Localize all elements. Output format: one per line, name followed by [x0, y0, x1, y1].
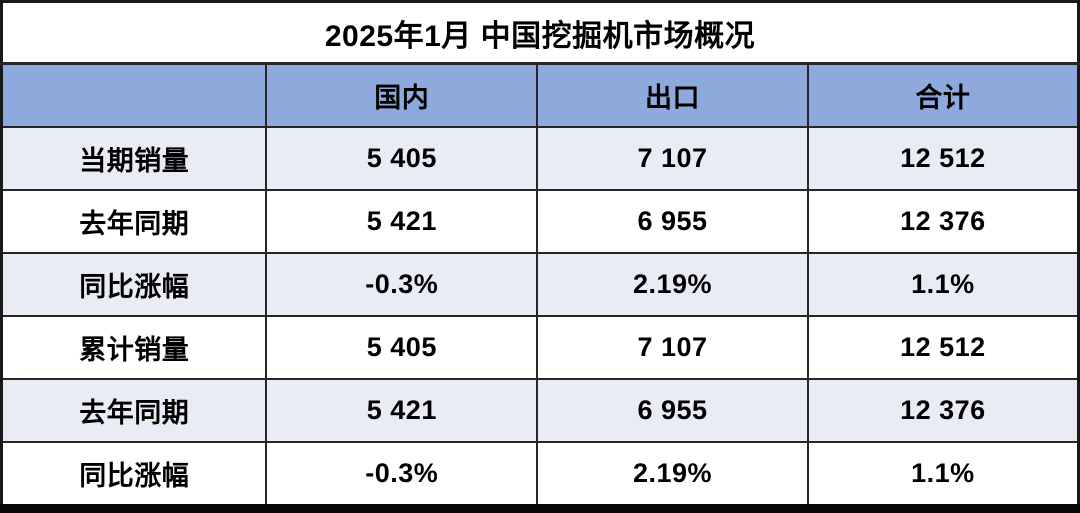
- table-row: 当期销量 5 405 7 107 12 512: [0, 126, 1080, 191]
- cell-domestic: 5 405: [265, 126, 539, 191]
- cell-export: 2.19%: [536, 441, 809, 510]
- header-cell-total: 合计: [806, 62, 1080, 128]
- table-row: 去年同期 5 421 6 955 12 376: [0, 378, 1080, 443]
- cell-export: 7 107: [536, 126, 809, 191]
- row-label: 当期销量: [0, 126, 268, 191]
- cell-export: 6 955: [536, 378, 809, 443]
- cell-domestic: -0.3%: [265, 252, 539, 317]
- table-title-row: 2025年1月 中国挖掘机市场概况: [1, 1, 1079, 65]
- cell-export: 2.19%: [536, 252, 809, 317]
- row-label: 累计销量: [0, 315, 268, 380]
- row-label: 去年同期: [0, 189, 268, 254]
- row-label: 同比涨幅: [0, 252, 268, 317]
- cell-total: 12 512: [806, 126, 1080, 191]
- table-row: 同比涨幅 -0.3% 2.19% 1.1%: [0, 441, 1080, 510]
- table-row: 去年同期 5 421 6 955 12 376: [0, 189, 1080, 254]
- cell-total: 1.1%: [806, 441, 1080, 510]
- cell-domestic: 5 421: [265, 189, 539, 254]
- row-label: 去年同期: [0, 378, 268, 443]
- header-cell-domestic: 国内: [265, 62, 539, 128]
- cell-total: 12 376: [806, 189, 1080, 254]
- cell-total: 12 512: [806, 315, 1080, 380]
- cell-domestic: 5 421: [265, 378, 539, 443]
- header-cell-empty: [0, 62, 268, 128]
- cell-total: 1.1%: [806, 252, 1080, 317]
- cell-domestic: 5 405: [265, 315, 539, 380]
- header-cell-export: 出口: [536, 62, 809, 128]
- cell-domestic: -0.3%: [265, 441, 539, 510]
- table-row: 同比涨幅 -0.3% 2.19% 1.1%: [0, 252, 1080, 317]
- table-title: 2025年1月 中国挖掘机市场概况: [1, 1, 1079, 65]
- row-label: 同比涨幅: [0, 441, 268, 510]
- table-row: 累计销量 5 405 7 107 12 512: [0, 315, 1080, 380]
- cell-export: 6 955: [536, 189, 809, 254]
- cell-total: 12 376: [806, 378, 1080, 443]
- table-header-row: 国内 出口 合计: [0, 62, 1080, 128]
- cell-export: 7 107: [536, 315, 809, 380]
